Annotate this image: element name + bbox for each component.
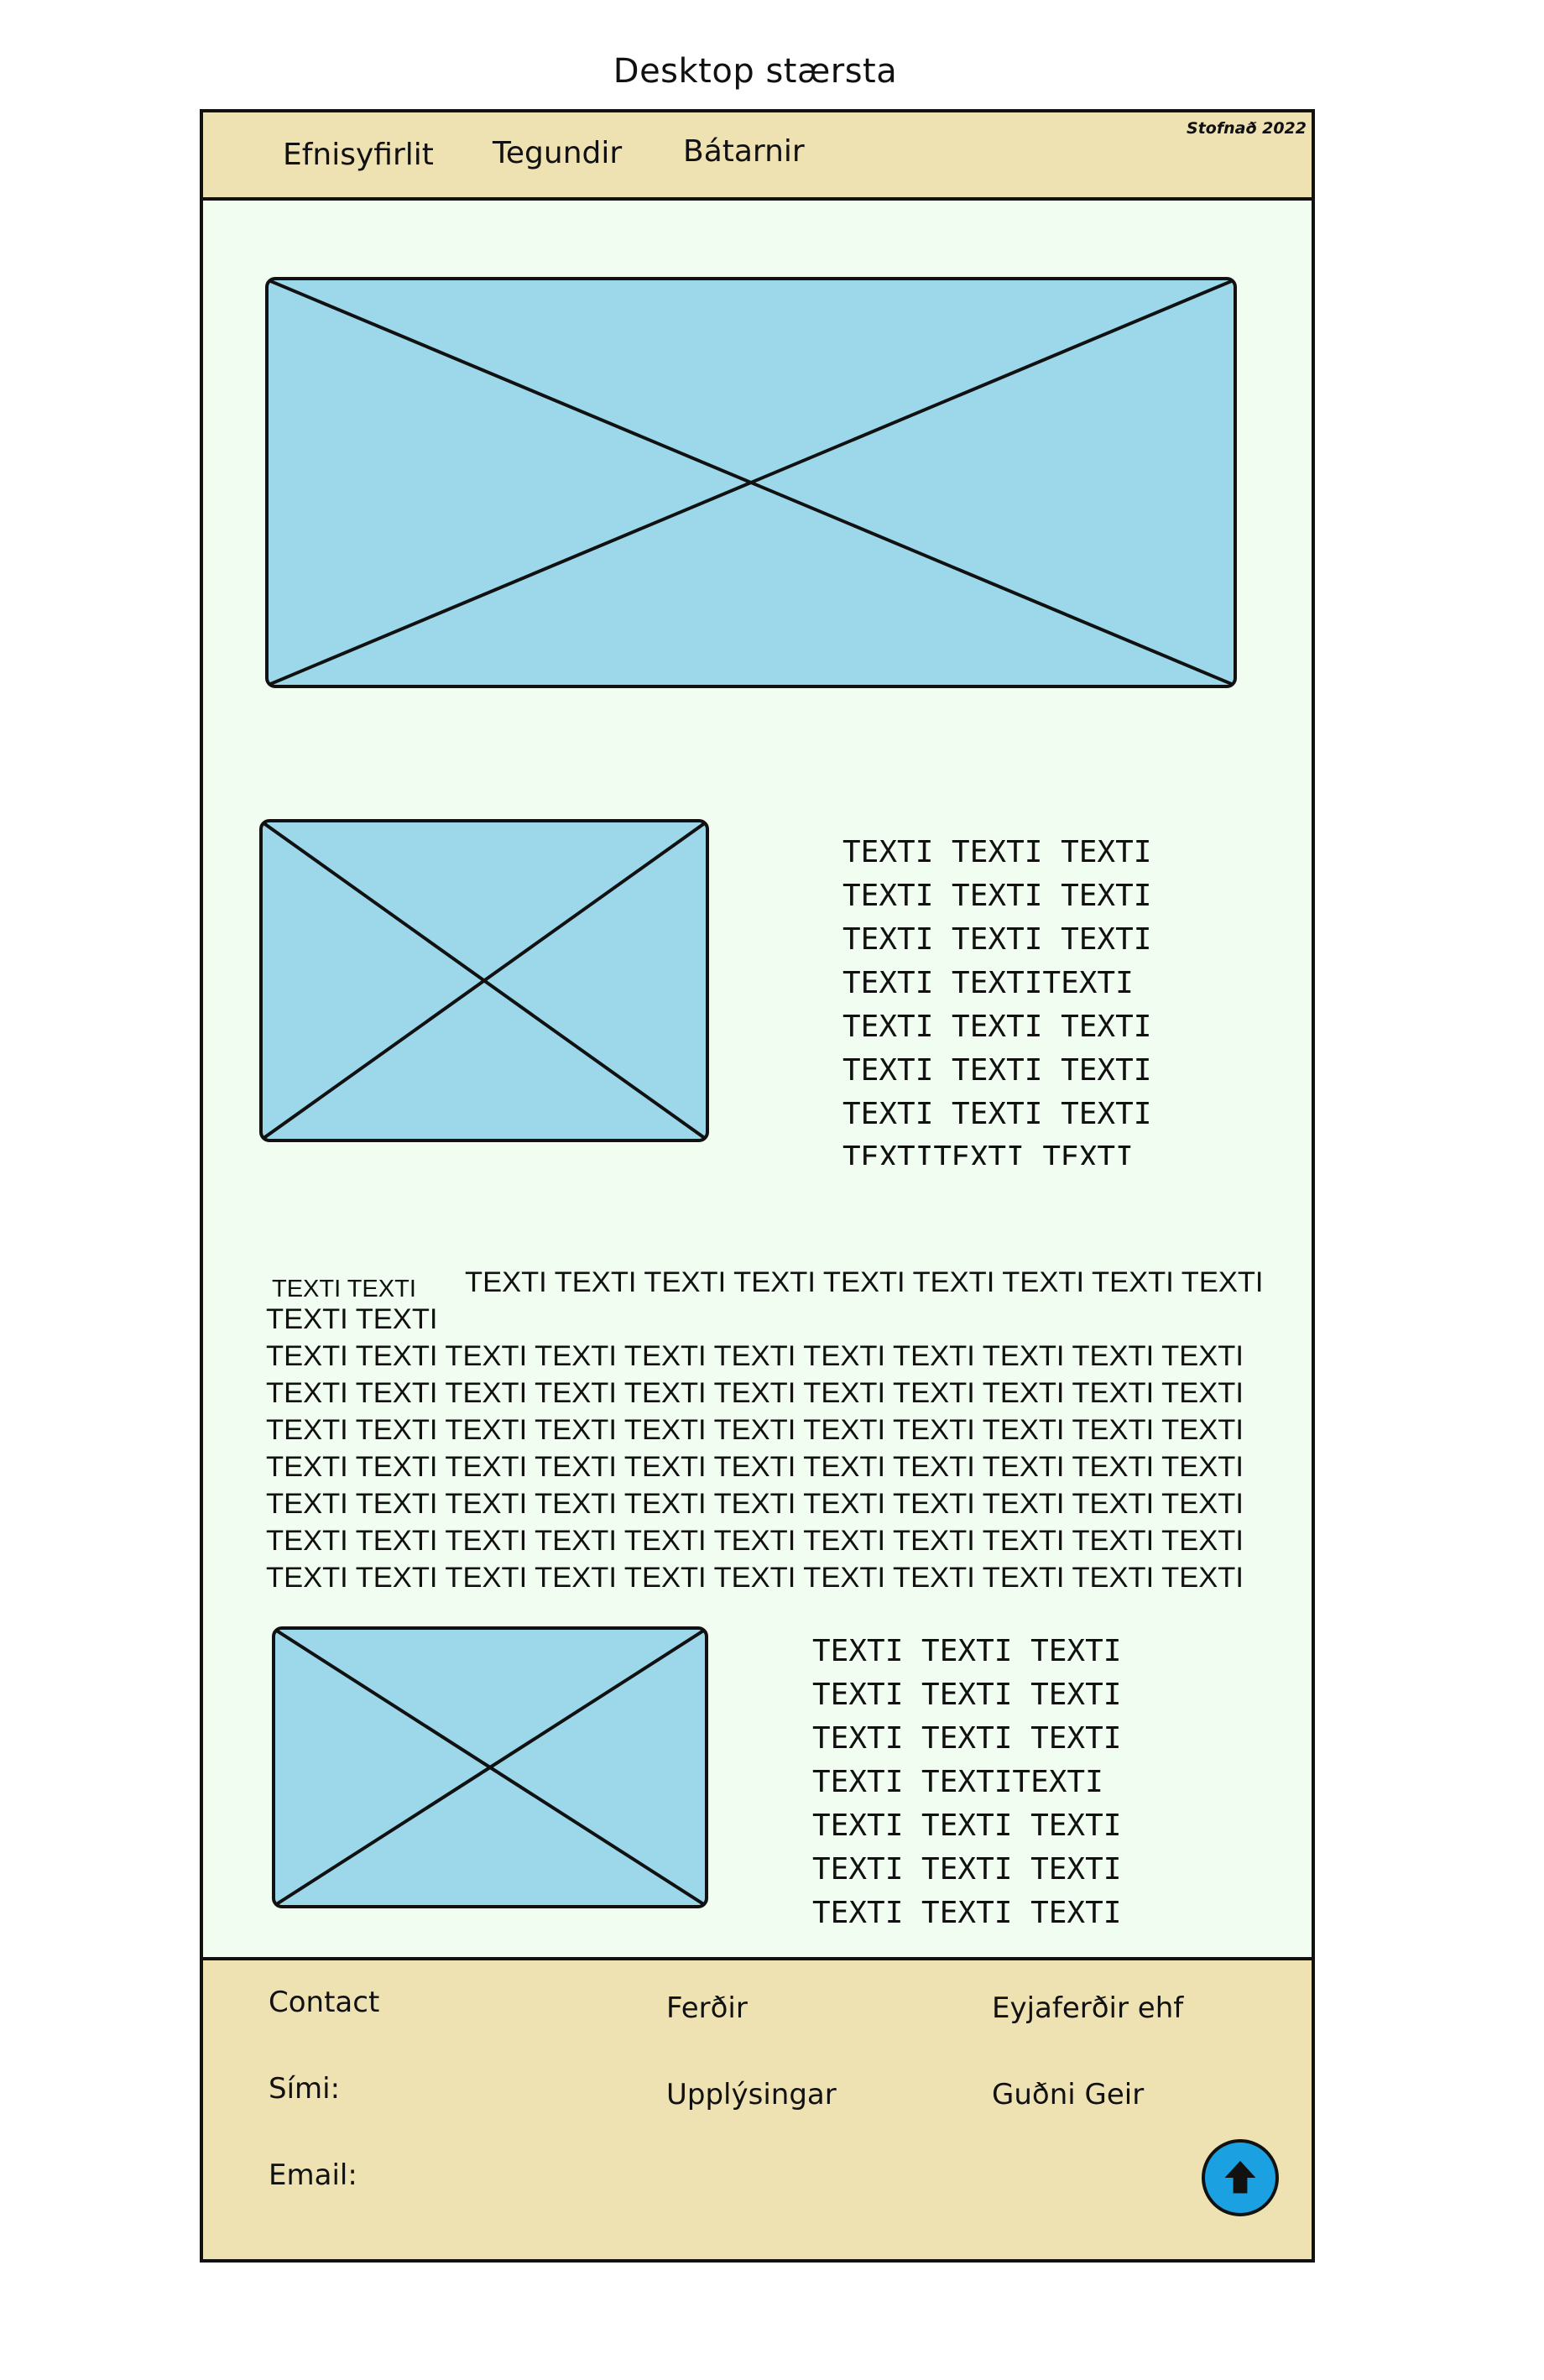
text-line: TEXTI TEXTI TEXTI TEXTI TEXTI TEXTI TEXT…	[266, 1377, 1244, 1409]
text-line: TEXTI TEXTI TEXTI TEXTI TEXTI TEXTI TEXT…	[266, 1340, 1244, 1372]
text-line: TEXTI TEXTI TEXTI	[812, 1678, 1122, 1712]
footer-company: Eyjaferðir ehf	[992, 1991, 1184, 2025]
text-line: TEXTI TEXTITEXTI	[812, 1765, 1103, 1799]
text-line: TEXTI TEXTI TEXTI	[842, 1097, 1152, 1131]
text-line: TEXTI TEXTI TEXTI	[812, 1721, 1122, 1756]
hero-image	[265, 277, 1237, 688]
text-line: TEXTI TEXTI TEXTI	[812, 1852, 1122, 1887]
page-frame: Efnisyfirlit Tegundir Bátarnir Stofnað 2…	[200, 109, 1315, 2263]
footer-phone-label: Sími:	[269, 2072, 341, 2106]
header: Efnisyfirlit Tegundir Bátarnir Stofnað 2…	[203, 112, 1312, 201]
section3-image	[272, 1626, 708, 1908]
nav-link-efnisyfirlit[interactable]: Efnisyfirlit	[283, 138, 434, 172]
section1-text: TEXTI TEXTI TEXTI TEXTI TEXTI TEXTI TEXT…	[842, 831, 1178, 1165]
arrow-up-icon	[1224, 2160, 1256, 2194]
page-title: Desktop stærsta	[613, 52, 898, 91]
nav-link-batarnir[interactable]: Bátarnir	[683, 134, 805, 169]
footer-link-upplysingar[interactable]: Upplýsingar	[666, 2078, 837, 2111]
text-line: TEXTI TEXTI TEXTI	[842, 1010, 1152, 1044]
section2-second-line: TEXTI TEXTI	[266, 1303, 438, 1335]
footer-link-ferdir[interactable]: Ferðir	[666, 1991, 748, 2025]
text-line: TEXTI TEXTI TEXTI TEXTI TEXTI TEXTI TEXT…	[266, 1414, 1244, 1446]
text-line: TEXTI TEXTI TEXTI	[812, 1808, 1122, 1843]
text-line: TEXTITEXTI TEXTI	[842, 1140, 1134, 1165]
text-line: TEXTI TEXTI TEXTI	[812, 1634, 1122, 1668]
nav-link-tegundir[interactable]: Tegundir	[493, 136, 623, 170]
text-line: TEXTI TEXTI TEXTI TEXTI TEXTI TEXTI TEXT…	[266, 1451, 1244, 1483]
section1-image	[259, 819, 709, 1142]
footer-contact-heading: Contact	[269, 1986, 380, 2019]
text-line: TEXTI TEXTI TEXTI	[842, 835, 1152, 869]
section2-heading-right: TEXTI TEXTI TEXTI TEXTI TEXTI TEXTI TEXT…	[465, 1266, 1264, 1298]
text-line: TEXTI TEXTI TEXTI	[842, 1053, 1152, 1088]
text-line: TEXTI TEXTI TEXTI	[812, 1896, 1122, 1923]
back-to-top-button[interactable]	[1202, 2139, 1279, 2216]
section2-small-heading: TEXTI TEXTI	[272, 1276, 416, 1302]
text-line: TEXTI TEXTI TEXTI TEXTI TEXTI TEXTI TEXT…	[266, 1488, 1244, 1520]
footer-email-label: Email:	[269, 2158, 357, 2192]
text-line: TEXTI TEXTI TEXTI TEXTI TEXTI TEXTI TEXT…	[266, 1562, 1244, 1594]
footer: Contact Sími: Email: Ferðir Upplýsingar …	[203, 1957, 1312, 2259]
text-line: TEXTI TEXTI TEXTI	[842, 922, 1152, 957]
section2-body: TEXTI TEXTI TEXTI TEXTI TEXTI TEXTI TEXT…	[266, 1338, 1244, 1596]
text-line: TEXTI TEXTI TEXTI	[842, 879, 1152, 913]
text-line: TEXTI TEXTITEXTI	[842, 966, 1134, 1000]
established-label: Stofnað 2022	[1187, 119, 1307, 138]
text-line: TEXTI TEXTI TEXTI TEXTI TEXTI TEXTI TEXT…	[266, 1525, 1244, 1557]
section3-text: TEXTI TEXTI TEXTI TEXTI TEXTI TEXTI TEXT…	[812, 1630, 1148, 1923]
footer-person: Guðni Geir	[992, 2078, 1145, 2111]
